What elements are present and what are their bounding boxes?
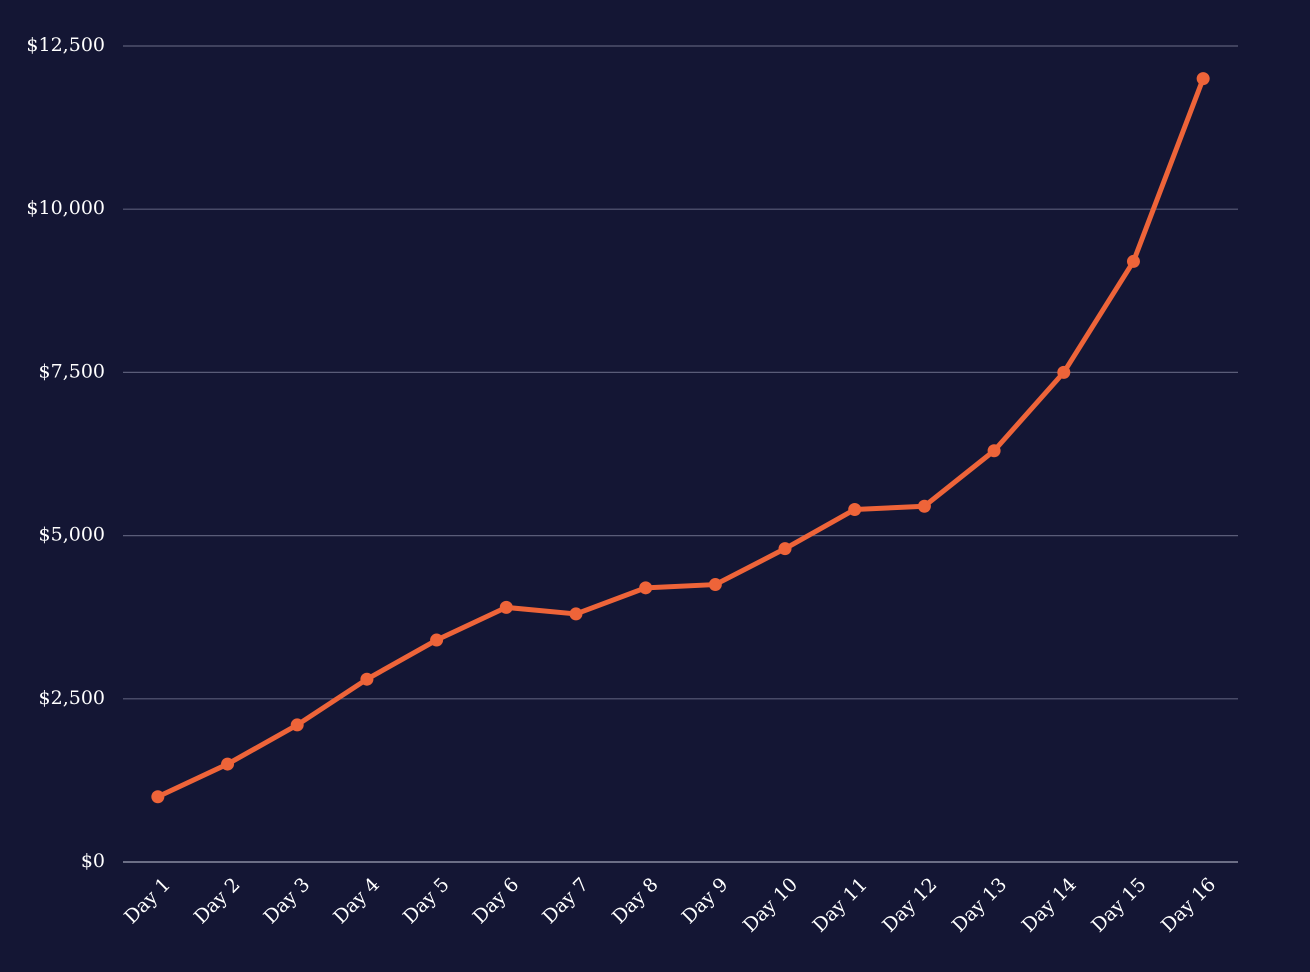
line [156,77,1206,799]
y-tick-label: $12,500 [26,34,105,56]
point [151,790,165,804]
point [848,502,862,516]
point [708,578,722,592]
point [1057,365,1071,379]
point [360,672,374,686]
point [987,444,1001,458]
point [290,718,304,732]
y-tick-label: $7,500 [39,360,105,382]
y-tick-label: $10,000 [26,197,105,219]
point [639,581,653,595]
y-tick-label: $2,500 [39,687,105,709]
y-tick-label: $5,000 [39,524,105,546]
point [917,499,931,513]
point [1126,254,1140,268]
point [221,757,235,771]
point [778,542,792,556]
point [430,633,444,647]
point [1196,72,1210,86]
point [499,600,513,614]
point [569,607,583,621]
y-tick-label: $0 [81,850,105,872]
